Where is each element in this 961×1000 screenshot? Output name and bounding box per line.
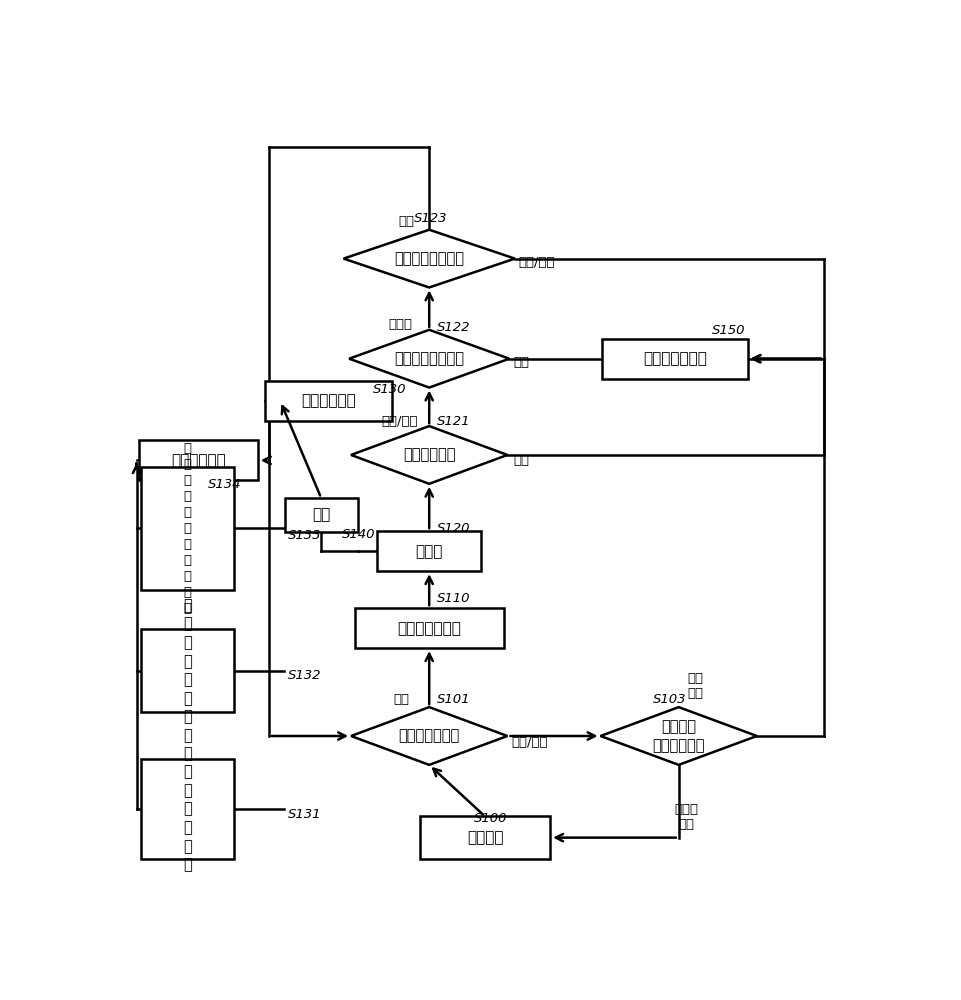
Text: S131: S131 <box>287 808 321 821</box>
Text: S103: S103 <box>653 693 686 706</box>
Text: S134: S134 <box>208 478 241 491</box>
Bar <box>140 629 234 712</box>
Text: S122: S122 <box>436 321 470 334</box>
Text: 超出: 超出 <box>513 356 530 369</box>
Text: S120: S120 <box>436 522 470 535</box>
Text: 构
造
孩
子
节
点
规
则
数
评
价: 构 造 孩 子 节 点 规 则 数 评 价 <box>184 442 191 615</box>
Text: 划分: 划分 <box>312 508 331 523</box>
Text: 未使用
完毕: 未使用 完毕 <box>675 803 698 831</box>
Bar <box>138 440 258 480</box>
Bar <box>420 816 551 859</box>
Text: S101: S101 <box>436 693 470 706</box>
Text: 小于/等于: 小于/等于 <box>382 415 418 428</box>
Text: S123: S123 <box>414 212 448 225</box>
Bar <box>284 498 357 532</box>
Text: 大于: 大于 <box>513 454 530 467</box>
Text: 判定节点
是否使用完毕: 判定节点 是否使用完毕 <box>653 719 705 753</box>
Text: 构
造
重
复
存
储
指
标: 构 造 重 复 存 储 指 标 <box>183 598 191 743</box>
Polygon shape <box>351 707 507 765</box>
Text: S110: S110 <box>436 592 470 605</box>
Text: 小于/等于: 小于/等于 <box>511 736 548 749</box>
Text: 使用
完毕: 使用 完毕 <box>688 672 703 700</box>
Text: S133: S133 <box>287 529 321 542</box>
Text: 构造评价函数: 构造评价函数 <box>171 453 226 468</box>
Text: 最大划分次数判定: 最大划分次数判定 <box>394 251 464 266</box>
Text: 最小规则数判定: 最小规则数判定 <box>399 728 459 744</box>
Polygon shape <box>344 230 515 287</box>
Polygon shape <box>601 707 757 765</box>
Text: 小于: 小于 <box>398 215 414 228</box>
Text: S132: S132 <box>287 669 321 682</box>
Text: 大于/等于: 大于/等于 <box>519 256 555 269</box>
Text: S130: S130 <box>373 383 407 396</box>
Bar <box>377 531 481 571</box>
Text: S150: S150 <box>712 324 746 337</box>
Text: S100: S100 <box>474 812 507 825</box>
Bar <box>265 381 392 421</box>
Text: S121: S121 <box>436 415 470 428</box>
Text: 确定待划分维度: 确定待划分维度 <box>397 621 461 636</box>
Polygon shape <box>349 330 509 388</box>
Bar <box>355 608 504 648</box>
Bar <box>140 467 234 590</box>
Text: 计算评价函数: 计算评价函数 <box>302 394 356 409</box>
Text: S140: S140 <box>342 528 376 541</box>
Text: 总规则数判定: 总规则数判定 <box>403 447 456 462</box>
Text: 未超出: 未超出 <box>388 318 412 331</box>
Bar <box>140 759 234 859</box>
Text: 大于: 大于 <box>393 693 409 706</box>
Polygon shape <box>351 426 507 484</box>
Bar <box>603 339 748 379</box>
Text: 选择节点: 选择节点 <box>467 830 504 845</box>
Text: 决策树构造完成: 决策树构造完成 <box>643 351 707 366</box>
Text: 存储空间占用判定: 存储空间占用判定 <box>394 351 464 366</box>
Text: 预划分: 预划分 <box>415 544 443 559</box>
Text: 构
造
平
衡
性
评
价: 构 造 平 衡 性 评 价 <box>183 746 191 872</box>
